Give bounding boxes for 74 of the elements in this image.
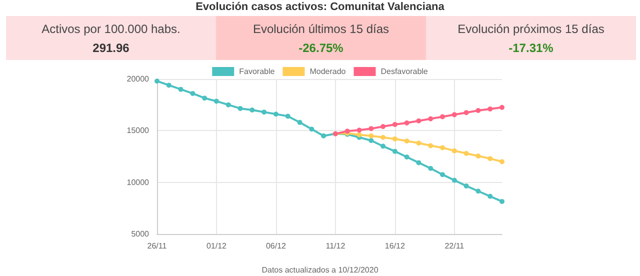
point <box>285 114 290 119</box>
point <box>476 153 481 158</box>
point <box>309 126 314 132</box>
point <box>226 102 231 108</box>
point <box>476 188 481 194</box>
legend-label: Moderado <box>310 67 346 76</box>
point <box>428 143 434 148</box>
x-tick-label: 26/11 <box>147 242 168 250</box>
point <box>368 126 374 132</box>
text: Activos por 100.000 habs. <box>40 22 182 36</box>
text: -26.75% <box>298 41 344 55</box>
point <box>154 78 160 84</box>
chart-title: Evolución casos activos: Comunitat Valenciana <box>194 0 446 14</box>
text: Datos actualizados a 10/12/2020 <box>262 266 379 274</box>
point <box>392 136 398 142</box>
x-tick-label: 22/11 <box>444 242 465 250</box>
point <box>464 150 469 156</box>
point <box>440 114 446 120</box>
x-tick-label: 06/12 <box>266 242 287 250</box>
point <box>452 112 457 118</box>
point <box>380 134 386 140</box>
point <box>500 198 504 204</box>
point <box>190 90 196 96</box>
point <box>416 118 422 124</box>
point <box>428 116 434 122</box>
x-tick-label: 11/12 <box>326 242 346 250</box>
y-tick-label: 5000 <box>131 230 150 238</box>
point <box>440 145 446 150</box>
point <box>404 120 410 126</box>
point <box>416 140 422 146</box>
text: -17.31% <box>508 41 554 55</box>
point <box>178 86 184 92</box>
y-tick-label: 20000 <box>126 74 150 84</box>
point <box>488 156 493 162</box>
point <box>368 138 374 143</box>
x-tick-label: 01/12 <box>206 242 228 250</box>
point <box>500 104 504 110</box>
point <box>488 194 493 199</box>
text: Evolución últimos 15 días <box>252 22 390 36</box>
point <box>356 128 362 133</box>
point <box>416 160 422 166</box>
point <box>476 108 481 114</box>
y-tick-label: 15000 <box>126 126 150 136</box>
point <box>500 159 504 164</box>
text: 291.96 <box>92 41 130 55</box>
point <box>392 148 398 154</box>
y-tick-label: 10000 <box>126 178 150 187</box>
point <box>428 166 434 171</box>
point <box>273 112 278 117</box>
point <box>321 133 326 138</box>
point <box>166 82 172 88</box>
point <box>380 124 386 130</box>
point <box>404 154 410 160</box>
point <box>464 110 469 116</box>
point <box>202 96 208 101</box>
point <box>262 110 267 115</box>
legend-label: Desfavorable <box>380 67 428 76</box>
point <box>440 172 446 178</box>
point <box>368 133 374 138</box>
point <box>488 106 493 112</box>
point <box>392 122 398 127</box>
point <box>464 183 469 188</box>
point <box>238 106 243 111</box>
legend-label: Favorable <box>239 67 276 76</box>
point <box>452 178 457 183</box>
point <box>250 108 255 112</box>
point <box>404 138 410 144</box>
x-tick-label: 16/12 <box>384 242 406 250</box>
point <box>452 148 457 154</box>
point <box>214 98 219 104</box>
point <box>356 132 362 138</box>
text: Evolución próximos 15 días <box>456 22 606 36</box>
point <box>380 144 386 149</box>
point <box>297 120 302 125</box>
